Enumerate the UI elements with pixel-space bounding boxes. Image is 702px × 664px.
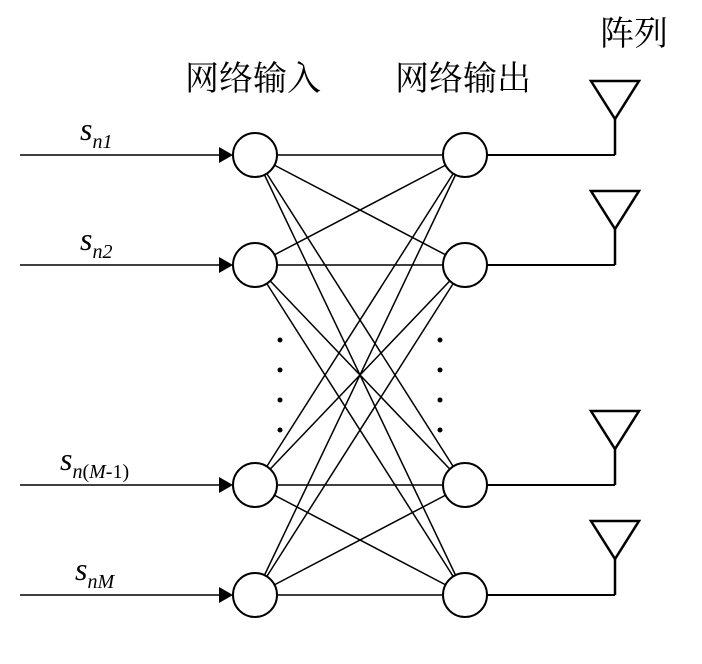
input-signal-label: sn2 bbox=[80, 221, 112, 263]
antenna-icon bbox=[591, 191, 639, 229]
output-node bbox=[443, 243, 487, 287]
antenna-icon bbox=[591, 81, 639, 119]
input-signal-label: snM bbox=[75, 551, 115, 593]
arrowhead-icon bbox=[219, 477, 233, 493]
output-node bbox=[443, 133, 487, 177]
input-signal-label: sn1 bbox=[80, 111, 112, 153]
header-input: 网络输入 bbox=[185, 51, 321, 100]
output-node bbox=[443, 463, 487, 507]
ellipsis-dot bbox=[438, 338, 443, 343]
ellipsis-dot bbox=[438, 368, 443, 373]
arrowhead-icon bbox=[219, 147, 233, 163]
ellipsis-dot bbox=[438, 398, 443, 403]
ellipsis-dot bbox=[278, 368, 283, 373]
arrowhead-icon bbox=[219, 257, 233, 273]
ellipsis-dot bbox=[278, 398, 283, 403]
antenna-icon bbox=[591, 411, 639, 449]
header-output: 网络输出 bbox=[395, 51, 531, 100]
antenna-icon bbox=[591, 521, 639, 559]
subscript: n(M-1) bbox=[72, 461, 129, 483]
input-node bbox=[233, 243, 277, 287]
header-array: 阵列 bbox=[600, 6, 668, 55]
arrowhead-icon bbox=[219, 587, 233, 603]
input-signal-label: sn(M-1) bbox=[60, 441, 129, 483]
input-node bbox=[233, 463, 277, 507]
ellipsis-dot bbox=[438, 428, 443, 433]
input-node bbox=[233, 573, 277, 617]
input-node bbox=[233, 133, 277, 177]
ellipsis-dot bbox=[278, 428, 283, 433]
output-node bbox=[443, 573, 487, 617]
ellipsis-dot bbox=[278, 338, 283, 343]
